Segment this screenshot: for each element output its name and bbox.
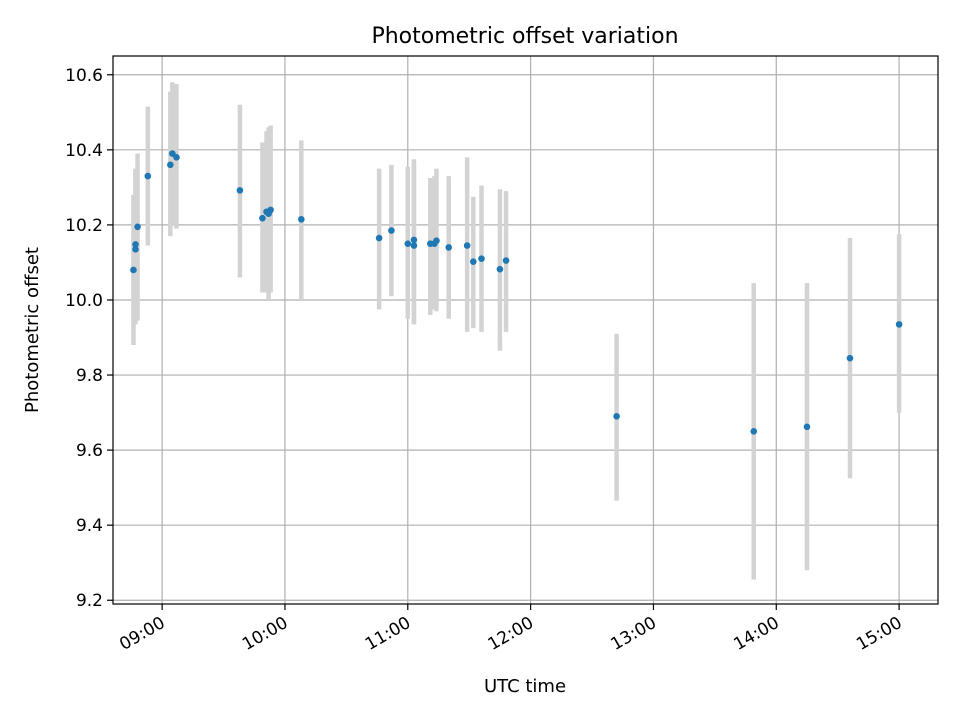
data-point [895,321,903,328]
data-point [132,241,139,248]
y-tick-label: 10.4 [65,141,103,161]
data-point [388,227,395,234]
data-point [236,187,244,194]
y-tick-label: 10.2 [65,216,103,236]
data-point [433,237,440,244]
error-bars [131,82,902,580]
data-point [750,428,758,435]
data-point [496,265,504,273]
grid [113,56,938,604]
data-point [613,413,620,420]
data-point [267,206,274,214]
data-point [803,423,811,431]
y-axis-label: Photometric offset [22,247,43,413]
axis-ticks: 09:00 10:00 11:00 12:00 13:00 14:00 15:00 9.2 9.… [65,66,905,655]
y-tick-label: 9.2 [76,591,103,611]
y-tick-label: 9.8 [76,366,103,386]
x-tick-label: 15:00 [853,613,905,655]
plot-frame [112,55,939,605]
y-tick-label: 10.0 [65,291,103,311]
data-point [502,257,510,264]
data-point [445,244,453,251]
data-point [167,161,174,169]
data-points [130,150,903,435]
data-point [375,234,383,242]
x-tick-label: 14:00 [730,613,782,655]
data-point [130,266,137,274]
y-tick-label: 10.6 [65,66,103,86]
x-axis-label: UTC time [484,676,566,697]
chart-title: Photometric offset variation [371,24,678,49]
data-point [410,242,418,249]
data-point [144,172,152,180]
data-point [134,223,141,231]
data-point [846,354,854,362]
data-point [469,258,477,265]
x-tick-label: 13:00 [608,613,660,655]
data-point [298,215,305,223]
x-tick-label: 10:00 [239,613,291,655]
x-tick-label: 09:00 [116,613,168,655]
data-point [259,214,266,222]
x-tick-label: 12:00 [485,613,537,655]
x-tick-label: 11:00 [362,613,414,655]
data-point [410,236,418,244]
data-point [404,240,412,247]
data-point [463,242,471,249]
y-tick-label: 9.6 [76,441,103,461]
data-point [478,255,485,262]
data-point [132,246,139,253]
data-point [173,154,180,161]
y-tick-label: 9.4 [76,516,103,536]
